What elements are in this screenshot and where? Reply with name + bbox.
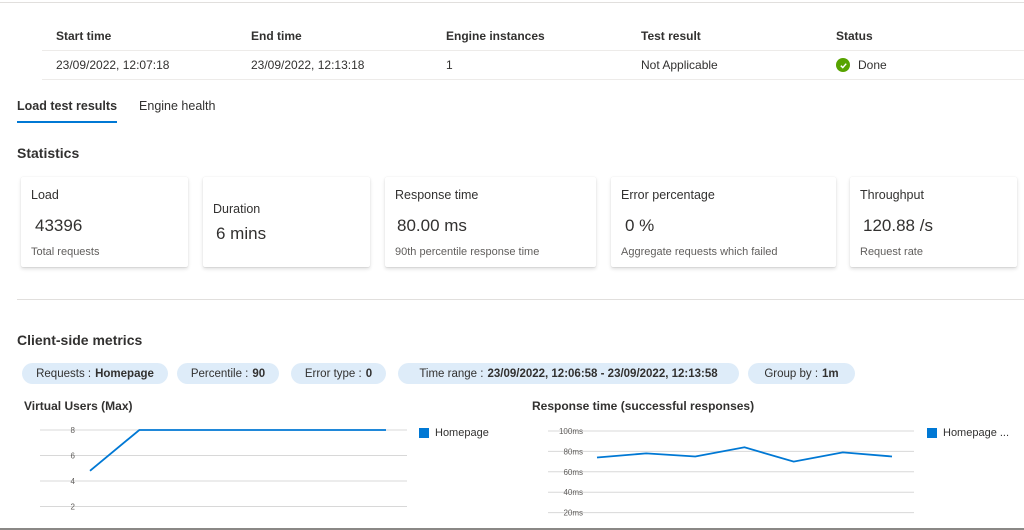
card-value: 80.00 ms [397, 216, 467, 235]
pill-value: 90 [252, 367, 266, 380]
header-test-result: Test result [641, 29, 701, 43]
stat-card-response-time: Response time 80.00 ms 90th percentile r… [385, 177, 596, 267]
client-metrics-heading: Client-side metrics [17, 332, 143, 348]
legend-swatch [419, 428, 429, 438]
table-row: 23/09/2022, 12:07:18 23/09/2022, 12:13:1… [42, 51, 1024, 80]
legend-response-time[interactable]: Homepage ... [927, 427, 1009, 439]
checkmark-circle-icon [836, 58, 850, 72]
y-tick-label: 8 [71, 426, 76, 435]
engine-instances-value: 1 [446, 58, 453, 72]
test-result-value: Not Applicable [641, 58, 718, 72]
legend-swatch [927, 428, 937, 438]
legend-label: Homepage ... [943, 427, 1010, 439]
series-line [89, 429, 386, 472]
legend-label: Homepage [435, 427, 489, 439]
y-tick-label: 2 [71, 503, 76, 512]
filter-pill-group-by[interactable]: Group by :1m [748, 363, 855, 384]
start-time-value: 23/09/2022, 12:07:18 [56, 58, 170, 72]
pill-value: 23/09/2022, 12:06:58 - 23/09/2022, 12:13… [487, 367, 718, 380]
top-divider [0, 2, 1024, 3]
filter-pill-error-type[interactable]: Error type :0 [291, 363, 386, 384]
end-time-value: 23/09/2022, 12:13:18 [251, 58, 365, 72]
y-tick-label: 4 [71, 477, 76, 486]
card-subtext: 90th percentile response time [395, 246, 540, 258]
pill-value: Homepage [95, 367, 154, 380]
y-tick-label: 40ms [563, 488, 583, 497]
pill-label: Group by : [764, 367, 819, 380]
card-value: 0 % [625, 216, 655, 235]
legend-virtual-users[interactable]: Homepage [419, 427, 489, 439]
header-start-time: Start time [56, 29, 112, 43]
tab-engine-health[interactable]: Engine health [139, 99, 216, 113]
chart-title-virtual-users: Virtual Users (Max) [24, 399, 133, 413]
y-tick-label: 80ms [563, 447, 583, 456]
card-label: Throughput [860, 188, 924, 202]
response-time-chart: 100ms 80ms 60ms 40ms 20ms [548, 427, 914, 518]
status-value: Done [822, 58, 1024, 72]
card-subtext: Aggregate requests which failed [621, 246, 778, 258]
header-end-time: End time [251, 29, 302, 43]
chart-title-response-time: Response time (successful responses) [532, 399, 755, 413]
statistics-heading: Statistics [17, 145, 80, 161]
card-subtext: Request rate [860, 246, 923, 258]
pill-label: Error type : [304, 367, 362, 380]
y-tick-label: 60ms [563, 468, 583, 477]
series-line [596, 446, 893, 463]
filter-pill-percentile[interactable]: Percentile :90 [177, 363, 279, 384]
y-tick-label: 100ms [559, 427, 583, 436]
stat-card-throughput: Throughput 120.88 /s Request rate [850, 177, 1017, 267]
run-table-header: Start time End time Engine instances Tes… [42, 22, 1024, 51]
virtual-users-chart: 8 6 4 2 [40, 426, 407, 512]
status-text: Done [858, 58, 887, 72]
header-engine-instances: Engine instances [446, 29, 545, 43]
filter-pill-time-range[interactable]: Time range :23/09/2022, 12:06:58 - 23/09… [398, 363, 739, 384]
status-badge: Done [836, 58, 1024, 72]
card-label: Response time [395, 188, 479, 202]
filter-pill-requests[interactable]: Requests : Homepage [22, 363, 168, 384]
pill-value: 0 [365, 367, 373, 380]
card-value: 6 mins [216, 224, 267, 243]
stat-card-load: Load 43396 Total requests [21, 177, 188, 267]
card-label: Error percentage [621, 188, 715, 202]
card-subtext: Total requests [31, 246, 100, 258]
section-divider [17, 299, 1024, 300]
stat-card-duration: Duration 6 mins [203, 177, 370, 267]
results-tabs: Load test results Engine health [17, 96, 237, 123]
run-summary-table: Start time End time Engine instances Tes… [42, 22, 1024, 80]
card-value: 43396 [35, 216, 83, 235]
pill-label: Percentile : [190, 367, 249, 380]
header-status: Status [836, 29, 873, 43]
pill-value: 1m [822, 367, 839, 380]
pill-label: Requests : [36, 367, 92, 380]
card-label: Load [31, 188, 59, 202]
bottom-border [0, 528, 1024, 530]
stat-card-error-percentage: Error percentage 0 % Aggregate requests … [611, 177, 836, 267]
pill-label: Time range : [419, 367, 484, 380]
y-tick-label: 6 [71, 452, 76, 461]
card-label: Duration [213, 202, 261, 216]
tab-load-test-results[interactable]: Load test results [17, 96, 118, 123]
card-value: 120.88 /s [863, 216, 933, 235]
y-tick-label: 20ms [563, 509, 583, 518]
